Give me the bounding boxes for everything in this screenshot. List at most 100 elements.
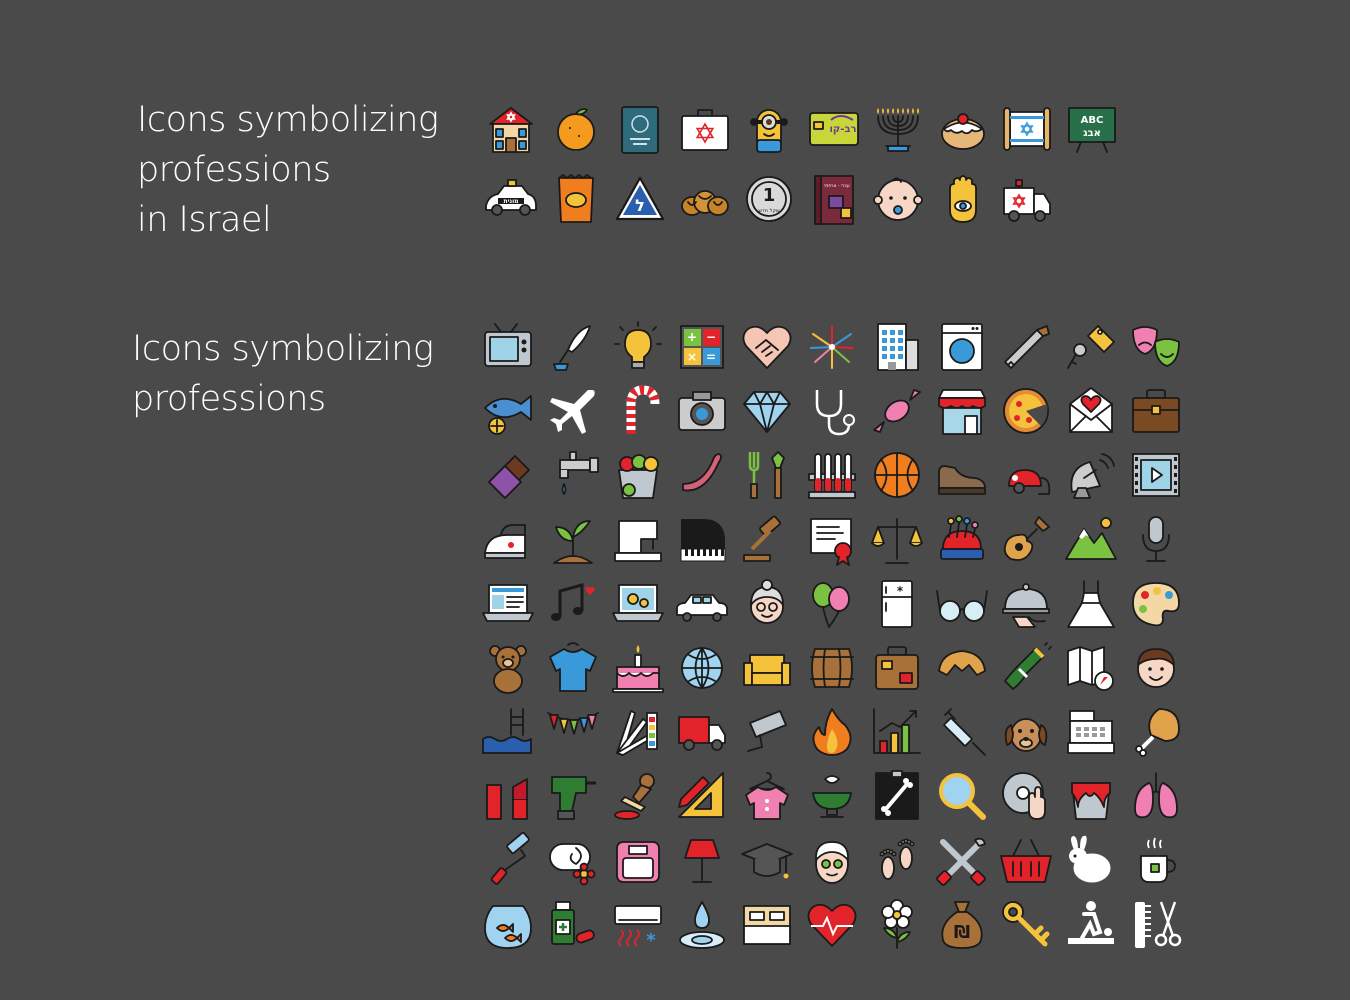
floor-lamp-icon: [675, 834, 729, 888]
birthday-cake-icon: [611, 641, 665, 695]
balloons-icon: [805, 577, 859, 631]
briefcase-icon: [1129, 384, 1183, 438]
svg-text:מונית: מונית: [504, 198, 519, 205]
film-strip-icon: [1129, 448, 1183, 502]
svg-text:ABC: ABC: [1080, 115, 1103, 126]
airplane-icon: [546, 384, 600, 438]
baby-face-icon: [871, 172, 925, 226]
camera-icon: [675, 384, 729, 438]
paint-roller-icon: [481, 832, 535, 888]
theater-masks-icon: [1129, 320, 1183, 374]
taxi-car-icon: מונית: [484, 172, 538, 226]
svg-text:1: 1: [763, 185, 776, 206]
stethoscope-icon: [805, 384, 859, 438]
candy-icon: [870, 384, 924, 438]
guitar-icon: [999, 513, 1053, 567]
garden-tools-icon: [740, 448, 794, 502]
svg-text:−: −: [706, 330, 716, 344]
israeli-passport-icon: [613, 102, 667, 156]
bunting-flags-icon: [546, 705, 600, 759]
dictionary-book-icon: עברי - צרפתי: [807, 172, 861, 226]
svg-text:רב-קו: רב-קו: [829, 124, 856, 135]
light-bulb-icon: [611, 320, 665, 374]
money-bag-icon: ₪: [935, 898, 989, 952]
rubber-stamp-icon: [611, 769, 665, 823]
color-swatches-icon: [611, 705, 665, 759]
svg-text:ל: ל: [635, 196, 645, 215]
flower-icon: [870, 898, 924, 952]
map-compass-icon: [1064, 641, 1118, 695]
water-drop-icon: [675, 898, 729, 952]
security-camera-icon: [740, 705, 794, 759]
title-general: Icons symbolizing professions: [132, 324, 434, 424]
glasses-icon: [935, 577, 989, 631]
magnifier-icon: [935, 769, 989, 823]
sewing-machine-icon: [611, 513, 665, 567]
road-sign-icon: ל: [613, 172, 667, 226]
mountains-icon: [1064, 513, 1118, 567]
orange-icon: [549, 102, 603, 156]
menorah-icon: [871, 102, 925, 156]
first-aid-kit-icon: [678, 102, 732, 156]
lipstick-icon: [481, 769, 535, 823]
paint-bucket-icon: [1064, 769, 1118, 823]
graduation-cap-icon: [740, 834, 794, 888]
svg-text:*: *: [646, 930, 656, 951]
syringe-icon: [935, 705, 989, 759]
pizza-icon: [999, 384, 1053, 438]
x-ray-icon: [870, 769, 924, 823]
title-israel-line-1: Icons symbolizing: [137, 100, 439, 140]
swimming-pool-icon: [481, 705, 535, 759]
svg-text:עברי - צרפתי: עברי - צרפתי: [824, 184, 850, 189]
svg-text:אבג: אבג: [1083, 128, 1101, 139]
serving-cloche-icon: [999, 577, 1053, 631]
handshake-heart-icon: [740, 320, 794, 374]
svg-text:*: *: [897, 584, 904, 598]
teddy-bear-icon: [481, 641, 535, 695]
laptop-settings-icon: [611, 577, 665, 631]
minion-character-icon: [742, 102, 796, 156]
ruler-pencil-icon: [675, 769, 729, 823]
love-letter-icon: [1064, 384, 1118, 438]
cash-register-icon: [1064, 705, 1118, 759]
growth-chart-icon: [870, 705, 924, 759]
vacuum-cleaner-icon: [999, 448, 1053, 502]
comb-scissors-icon: [1129, 898, 1183, 952]
storefront-icon: [935, 384, 989, 438]
fishbowl-icon: [481, 898, 535, 952]
blouse-hanger-icon: [740, 769, 794, 823]
massage-icon: [1064, 898, 1118, 952]
tv-icon: [481, 320, 535, 374]
svg-text:+: +: [687, 330, 697, 344]
suitcase-icon: [870, 641, 924, 695]
music-notes-icon: [546, 577, 600, 631]
dog-icon: [999, 705, 1053, 759]
water-tap-icon: [546, 448, 600, 502]
title-general-line-2: professions: [132, 379, 326, 419]
diamond-icon: [740, 384, 794, 438]
title-israel: Icons symbolizing professions in Israel: [137, 95, 439, 245]
quill-ink-icon: [546, 320, 600, 374]
pharmacy-bowl-icon: [805, 769, 859, 823]
candy-cane-icon: [611, 384, 665, 438]
ambulance-icon: [1000, 172, 1054, 226]
torah-scroll-flag-icon: [1000, 102, 1054, 156]
satellite-dish-icon: [1064, 448, 1118, 502]
fruit-bucket-icon: [611, 448, 665, 502]
paint-palette-icon: [1129, 577, 1183, 631]
shekel-coin-icon: 1 שקל חדש: [742, 172, 796, 226]
shoe-icon: [935, 448, 989, 502]
grand-piano-icon: [675, 513, 729, 567]
handsaw-icon: [999, 320, 1053, 374]
key-tag-icon: [1064, 320, 1118, 374]
croissant-icon: [935, 641, 989, 695]
fire-icon: [805, 705, 859, 759]
svg-text:×: ×: [687, 350, 697, 364]
chicken-leg-icon: [1129, 705, 1183, 759]
limousine-icon: [675, 577, 729, 631]
svg-text:=: =: [706, 350, 716, 364]
web-laptop-icon: [481, 577, 535, 631]
wedding-dress-icon: [1064, 577, 1118, 631]
globe-icon: [675, 641, 729, 695]
microphone-icon: [1129, 513, 1183, 567]
